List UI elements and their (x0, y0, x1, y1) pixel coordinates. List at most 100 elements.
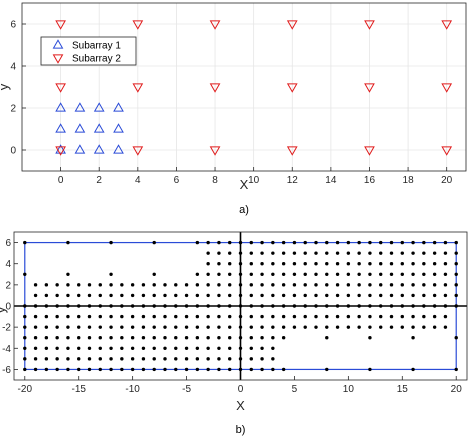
array-point (66, 325, 70, 329)
array-point (66, 367, 70, 372)
x-tick-label: 10 (343, 384, 355, 395)
array-point (357, 325, 361, 329)
array-point (357, 314, 361, 319)
array-point (260, 314, 264, 319)
array-point (174, 367, 178, 372)
x-tick-label: 10 (248, 175, 260, 186)
array-point (281, 262, 286, 266)
array-point (55, 325, 59, 329)
array-point (422, 283, 426, 287)
array-point (238, 325, 243, 329)
array-point (228, 240, 232, 245)
array-point (368, 262, 372, 266)
array-point (152, 325, 156, 329)
array-point (206, 240, 210, 245)
array-point (281, 314, 286, 319)
array-point (238, 283, 243, 287)
array-point (228, 272, 232, 276)
subarray-2-marker (364, 83, 375, 93)
array-point (228, 283, 232, 287)
array-point (130, 336, 135, 340)
array-point (77, 314, 81, 319)
array-point (443, 304, 448, 308)
array-point (120, 314, 124, 319)
array-point (206, 293, 210, 298)
array-point (228, 251, 232, 255)
array-point (379, 293, 383, 298)
array-point (432, 251, 437, 255)
array-point (432, 240, 437, 245)
array-point (152, 272, 156, 276)
array-point (23, 240, 27, 245)
array-point (206, 346, 210, 350)
subarray-2-marker (132, 20, 144, 30)
array-point (195, 272, 200, 276)
array-point (271, 272, 275, 276)
array-point (249, 262, 253, 266)
array-point (281, 325, 286, 329)
array-point (33, 304, 38, 308)
array-point (325, 251, 329, 255)
array-point (109, 293, 113, 298)
legend-marker (52, 54, 64, 64)
array-point (66, 240, 70, 245)
array-point (292, 314, 297, 319)
array-point (260, 293, 264, 298)
array-point (33, 293, 38, 298)
array-point (303, 251, 307, 255)
array-point (422, 293, 426, 298)
array-point (400, 325, 404, 329)
array-point (303, 314, 307, 319)
array-point (379, 251, 383, 255)
array-point (422, 240, 426, 245)
array-point (206, 251, 210, 255)
array-point (109, 283, 113, 287)
subarray-1-marker (74, 123, 86, 133)
array-point (368, 314, 372, 319)
array-point (368, 304, 372, 308)
array-point (98, 357, 102, 361)
array-point (174, 293, 178, 298)
array-point (271, 262, 275, 266)
subarray-2-marker (286, 146, 298, 156)
y-tick-label: 4 (10, 62, 16, 73)
array-point (141, 336, 146, 340)
array-point (228, 346, 232, 350)
array-point (184, 283, 189, 287)
array-point (206, 357, 210, 361)
array-point (271, 251, 275, 255)
array-point (120, 283, 124, 287)
array-point (292, 251, 297, 255)
array-point (260, 283, 264, 287)
array-point (206, 367, 210, 372)
x-tick-label: -10 (125, 384, 140, 395)
array-point (130, 283, 135, 287)
array-point (55, 336, 59, 340)
array-point (206, 325, 210, 329)
array-point (271, 283, 275, 287)
array-point (77, 283, 81, 287)
array-point (411, 262, 415, 266)
array-point (141, 283, 146, 287)
array-point (314, 325, 318, 329)
array-point (228, 262, 232, 266)
array-point (368, 367, 372, 372)
array-point (87, 336, 92, 340)
array-point (98, 367, 102, 372)
array-point (400, 240, 404, 245)
array-point (206, 314, 210, 319)
array-point (217, 357, 221, 361)
array-point (325, 367, 329, 372)
array-point (141, 314, 146, 319)
panel-a-x-axis-label: X (240, 177, 249, 192)
panel-b-caption: b) (236, 424, 246, 436)
array-point (238, 336, 243, 340)
subarray-2-marker (132, 83, 144, 93)
array-point (152, 336, 156, 340)
array-point (238, 293, 243, 298)
array-point (44, 283, 49, 287)
array-point (120, 357, 124, 361)
panel-a-frame (21, 2, 467, 172)
array-point (163, 293, 167, 298)
array-point (152, 240, 156, 245)
